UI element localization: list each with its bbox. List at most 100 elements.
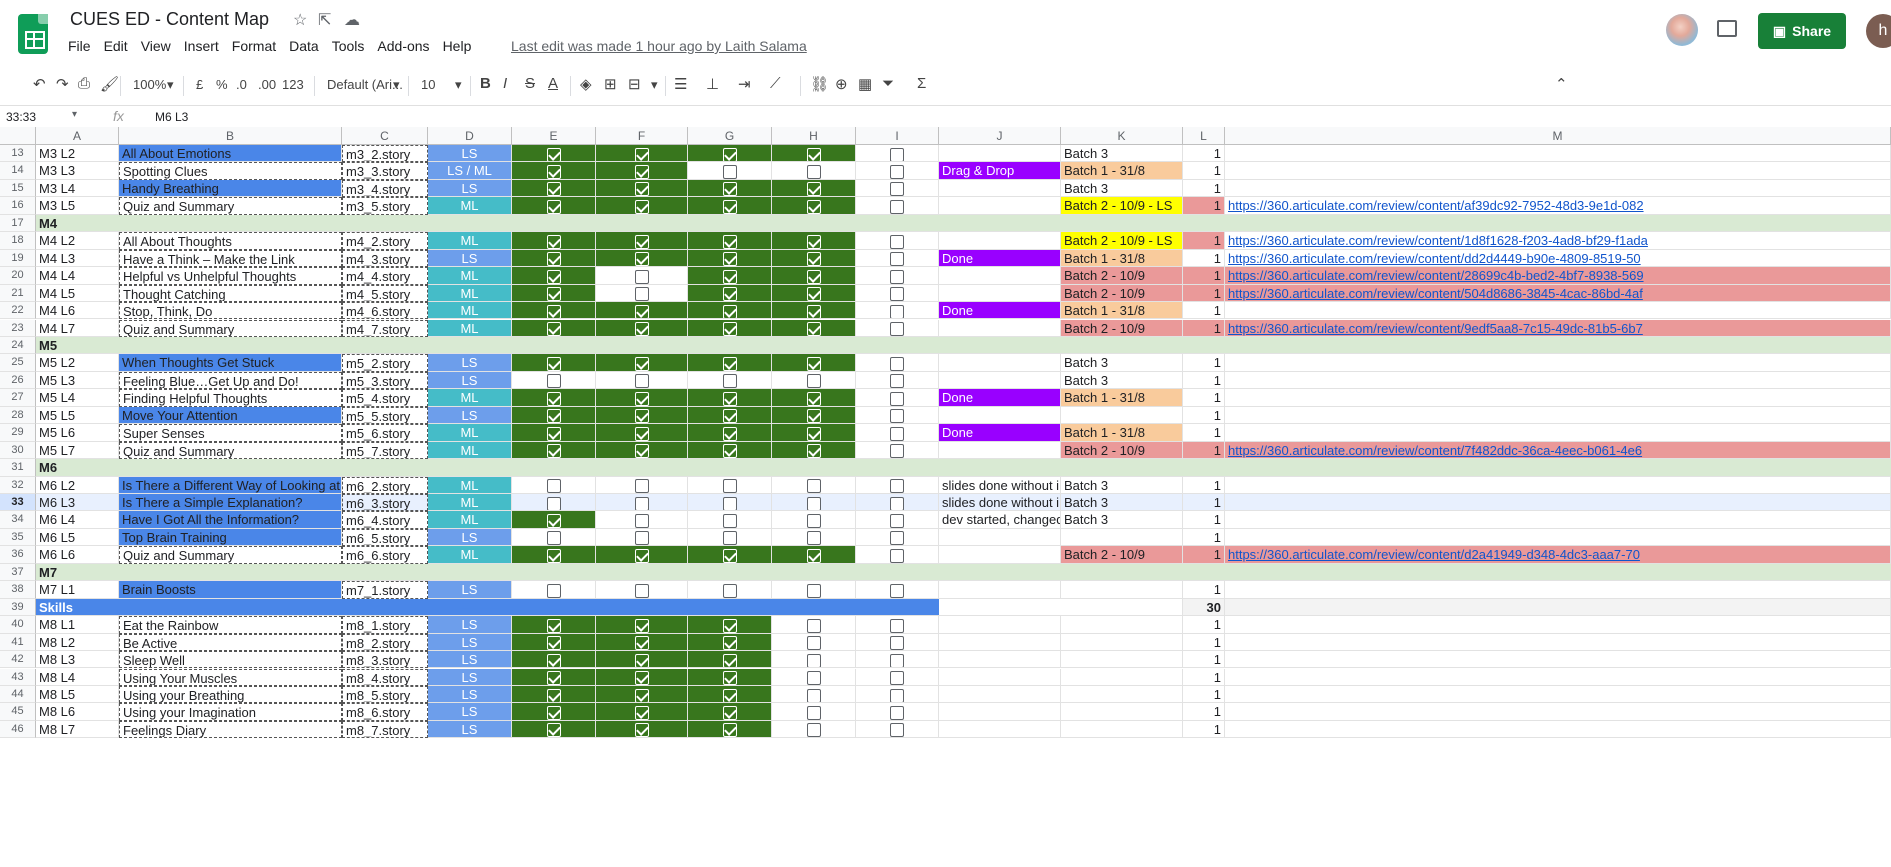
checkbox-icon[interactable] <box>806 723 821 738</box>
checked-checkbox-icon[interactable] <box>546 356 561 371</box>
checkbox-cell-i[interactable] <box>856 616 939 634</box>
checkbox-icon[interactable] <box>890 636 904 651</box>
checked-checkbox-icon[interactable] <box>634 322 649 336</box>
checkbox-cell-g[interactable] <box>688 633 772 652</box>
row-number[interactable]: 18 <box>0 232 36 250</box>
menu-edit[interactable]: Edit <box>103 38 128 54</box>
type-cell[interactable]: ML <box>428 284 512 303</box>
checked-checkbox-icon[interactable] <box>806 287 821 302</box>
checkbox-cell-e[interactable] <box>512 371 596 390</box>
checkbox-cell-f[interactable] <box>596 319 688 337</box>
zoom-select[interactable]: 100% <box>133 77 167 92</box>
checkbox-icon[interactable] <box>890 653 904 668</box>
checkbox-cell-e[interactable] <box>512 145 596 163</box>
row-number[interactable]: 32 <box>0 476 36 494</box>
paint-format-icon[interactable]: 🖌 <box>100 76 120 93</box>
checkbox-cell-i[interactable] <box>856 546 939 564</box>
row-number[interactable]: 20 <box>0 267 36 285</box>
count-cell[interactable]: 1 <box>1183 249 1225 268</box>
count-cell[interactable]: 1 <box>1183 145 1225 163</box>
checkbox-cell-h[interactable] <box>772 145 856 163</box>
batch-cell[interactable] <box>1061 633 1183 652</box>
checked-checkbox-icon[interactable] <box>634 723 649 738</box>
checkbox-cell-f[interactable] <box>596 389 688 407</box>
increase-decimal-button[interactable]: .00 <box>258 77 277 92</box>
checked-checkbox-icon[interactable] <box>722 409 737 424</box>
checkbox-cell-e[interactable] <box>512 319 596 337</box>
lesson-title-cell[interactable]: Be Active <box>119 633 342 652</box>
checkbox-cell-h[interactable] <box>772 284 856 303</box>
review-link-cell[interactable] <box>1225 651 1891 669</box>
more-formats-button[interactable]: 123 <box>282 77 304 92</box>
checked-checkbox-icon[interactable] <box>546 391 561 406</box>
notes-cell[interactable] <box>939 267 1061 285</box>
checkbox-cell-h[interactable] <box>772 494 856 512</box>
lesson-title-cell[interactable]: Stop, Think, Do <box>119 302 342 320</box>
story-file-cell[interactable]: m3_3.story <box>342 162 428 180</box>
lesson-title-cell[interactable]: Helpful vs Unhelpful Thoughts <box>119 267 342 285</box>
checkbox-cell-i[interactable] <box>856 581 939 599</box>
checked-checkbox-icon[interactable] <box>546 426 561 441</box>
checkbox-cell-g[interactable] <box>688 494 772 512</box>
checkbox-cell-e[interactable] <box>512 616 596 634</box>
menu-addons[interactable]: Add-ons <box>377 38 430 54</box>
checked-checkbox-icon[interactable] <box>806 426 821 441</box>
checkbox-cell-i[interactable] <box>856 389 939 407</box>
checkbox-icon[interactable] <box>722 531 737 546</box>
cell-a[interactable]: M8 L7 <box>36 720 119 739</box>
checkbox-icon[interactable] <box>806 618 821 633</box>
cell-a[interactable]: M3 L3 <box>36 162 119 180</box>
checkbox-icon[interactable] <box>806 531 821 546</box>
checkbox-icon[interactable] <box>890 688 904 703</box>
checkbox-icon[interactable] <box>546 479 561 493</box>
cell-a[interactable]: M7 L1 <box>36 581 119 599</box>
row-number[interactable]: 38 <box>0 581 36 599</box>
story-file-cell[interactable]: m8_5.story <box>342 685 428 704</box>
checkbox-cell-e[interactable] <box>512 267 596 285</box>
checkbox-cell-i[interactable] <box>856 685 939 704</box>
checkbox-cell-g[interactable] <box>688 616 772 634</box>
lesson-title-cell[interactable]: Handy Breathing <box>119 179 342 198</box>
story-file-cell[interactable]: m5_3.story <box>342 371 428 390</box>
batch-cell[interactable]: Batch 2 - 10/9 - LS <box>1061 232 1183 250</box>
checkbox-cell-e[interactable] <box>512 720 596 739</box>
checked-checkbox-icon[interactable] <box>634 391 649 406</box>
checked-checkbox-icon[interactable] <box>546 444 561 459</box>
checkbox-icon[interactable] <box>722 496 737 511</box>
batch-cell[interactable]: Batch 2 - 10/9 <box>1061 319 1183 337</box>
column-header-m[interactable]: M <box>1225 127 1891 145</box>
story-file-cell[interactable]: m4_2.story <box>342 232 428 250</box>
checkbox-cell-g[interactable] <box>688 145 772 163</box>
checkbox-icon[interactable] <box>890 374 904 389</box>
type-cell[interactable]: LS <box>428 703 512 721</box>
review-link[interactable]: https://360.articulate.com/review/conten… <box>1228 320 1643 336</box>
checkbox-cell-g[interactable] <box>688 389 772 407</box>
checkbox-cell-i[interactable] <box>856 668 939 686</box>
review-link-cell[interactable] <box>1225 703 1891 721</box>
story-file-cell[interactable]: m4_6.story <box>342 302 428 320</box>
checkbox-cell-i[interactable] <box>856 232 939 250</box>
checkbox-icon[interactable] <box>890 269 904 284</box>
checkbox-icon[interactable] <box>546 583 561 598</box>
count-cell[interactable]: 1 <box>1183 616 1225 634</box>
story-file-cell[interactable]: m8_6.story <box>342 703 428 721</box>
cell-a[interactable]: M6 L3 <box>36 494 119 512</box>
row-number[interactable]: 40 <box>0 616 36 634</box>
story-file-cell[interactable]: m4_3.story <box>342 249 428 268</box>
batch-cell[interactable]: Batch 2 - 10/9 <box>1061 441 1183 460</box>
checkbox-cell-g[interactable] <box>688 162 772 180</box>
checkbox-cell-f[interactable] <box>596 302 688 320</box>
checked-checkbox-icon[interactable] <box>634 199 649 214</box>
column-header-c[interactable]: C <box>342 127 428 145</box>
checked-checkbox-icon[interactable] <box>722 391 737 406</box>
notes-cell[interactable]: Done <box>939 302 1061 320</box>
checked-checkbox-icon[interactable] <box>806 269 821 284</box>
checkbox-cell-h[interactable] <box>772 371 856 390</box>
checked-checkbox-icon[interactable] <box>546 234 561 249</box>
checked-checkbox-icon[interactable] <box>634 252 649 267</box>
checked-checkbox-icon[interactable] <box>634 653 649 668</box>
checked-checkbox-icon[interactable] <box>634 304 649 319</box>
review-link-cell[interactable]: https://360.articulate.com/review/conten… <box>1225 319 1891 337</box>
checkbox-cell-i[interactable] <box>856 406 939 425</box>
review-link-cell[interactable] <box>1225 424 1891 442</box>
